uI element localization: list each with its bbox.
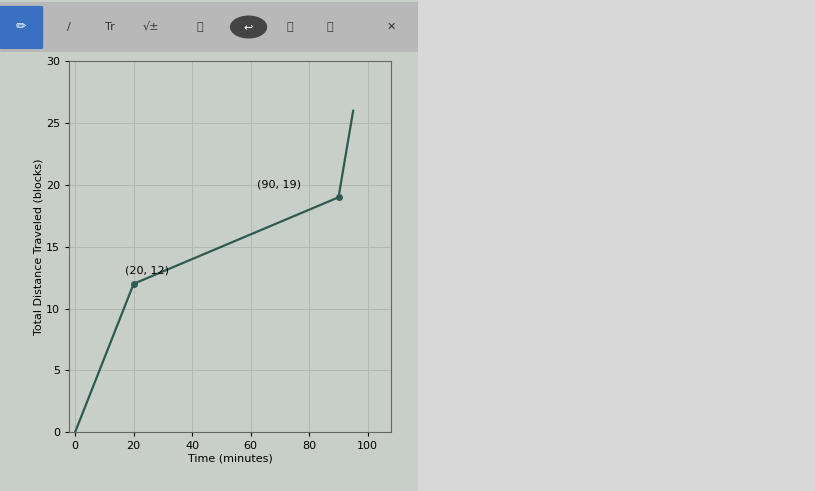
Text: 🎤: 🎤	[502, 459, 509, 469]
FancyBboxPatch shape	[686, 444, 809, 484]
Text: means in this situation?: means in this situation?	[434, 251, 559, 261]
Text: 7: 7	[450, 134, 458, 146]
FancyBboxPatch shape	[424, 265, 809, 437]
Text: t = 90.: t = 90.	[434, 124, 469, 134]
Text: Submit: Submit	[728, 459, 768, 469]
Text: √±: √±	[143, 22, 159, 32]
FancyBboxPatch shape	[422, 133, 811, 216]
Text: Problem 3: Problem 3	[577, 17, 656, 31]
Text: /: /	[68, 22, 71, 32]
Text: Determine the average rate of change between t = 20 and: Determine the average rate of change bet…	[434, 101, 742, 110]
Text: Tr: Tr	[105, 22, 115, 32]
Text: Edit my response: Edit my response	[685, 194, 775, 204]
Text: ↩: ↩	[244, 22, 253, 32]
Text: I: I	[635, 320, 638, 333]
Text: ▢: ▢	[444, 458, 456, 470]
Text: ⌒: ⌒	[286, 22, 293, 32]
Text: 🖊: 🖊	[196, 22, 203, 32]
Text: Pilar walked as a function of time in minutes, t.: Pilar walked as a function of time in mi…	[434, 70, 681, 80]
Text: ✕: ✕	[386, 22, 396, 32]
Text: √±: √±	[561, 459, 577, 469]
X-axis label: Time (minutes): Time (minutes)	[188, 454, 272, 464]
Text: The graph shows the total distance in city blocks, d(t), that: The graph shows the total distance in ci…	[434, 47, 743, 56]
Y-axis label: Total Distance Traveled (blocks): Total Distance Traveled (blocks)	[33, 159, 43, 335]
Text: 70: 70	[446, 173, 462, 186]
Text: ✏: ✏	[16, 21, 26, 33]
Text: (20, 12): (20, 12)	[125, 266, 169, 276]
Text: ⌣: ⌣	[327, 22, 333, 32]
Text: What do you think the average rate of change you calculated: What do you think the average rate of ch…	[434, 228, 755, 238]
Text: (90, 19): (90, 19)	[257, 179, 301, 190]
Text: ≈ 0.1: ≈ 0.1	[764, 155, 795, 164]
